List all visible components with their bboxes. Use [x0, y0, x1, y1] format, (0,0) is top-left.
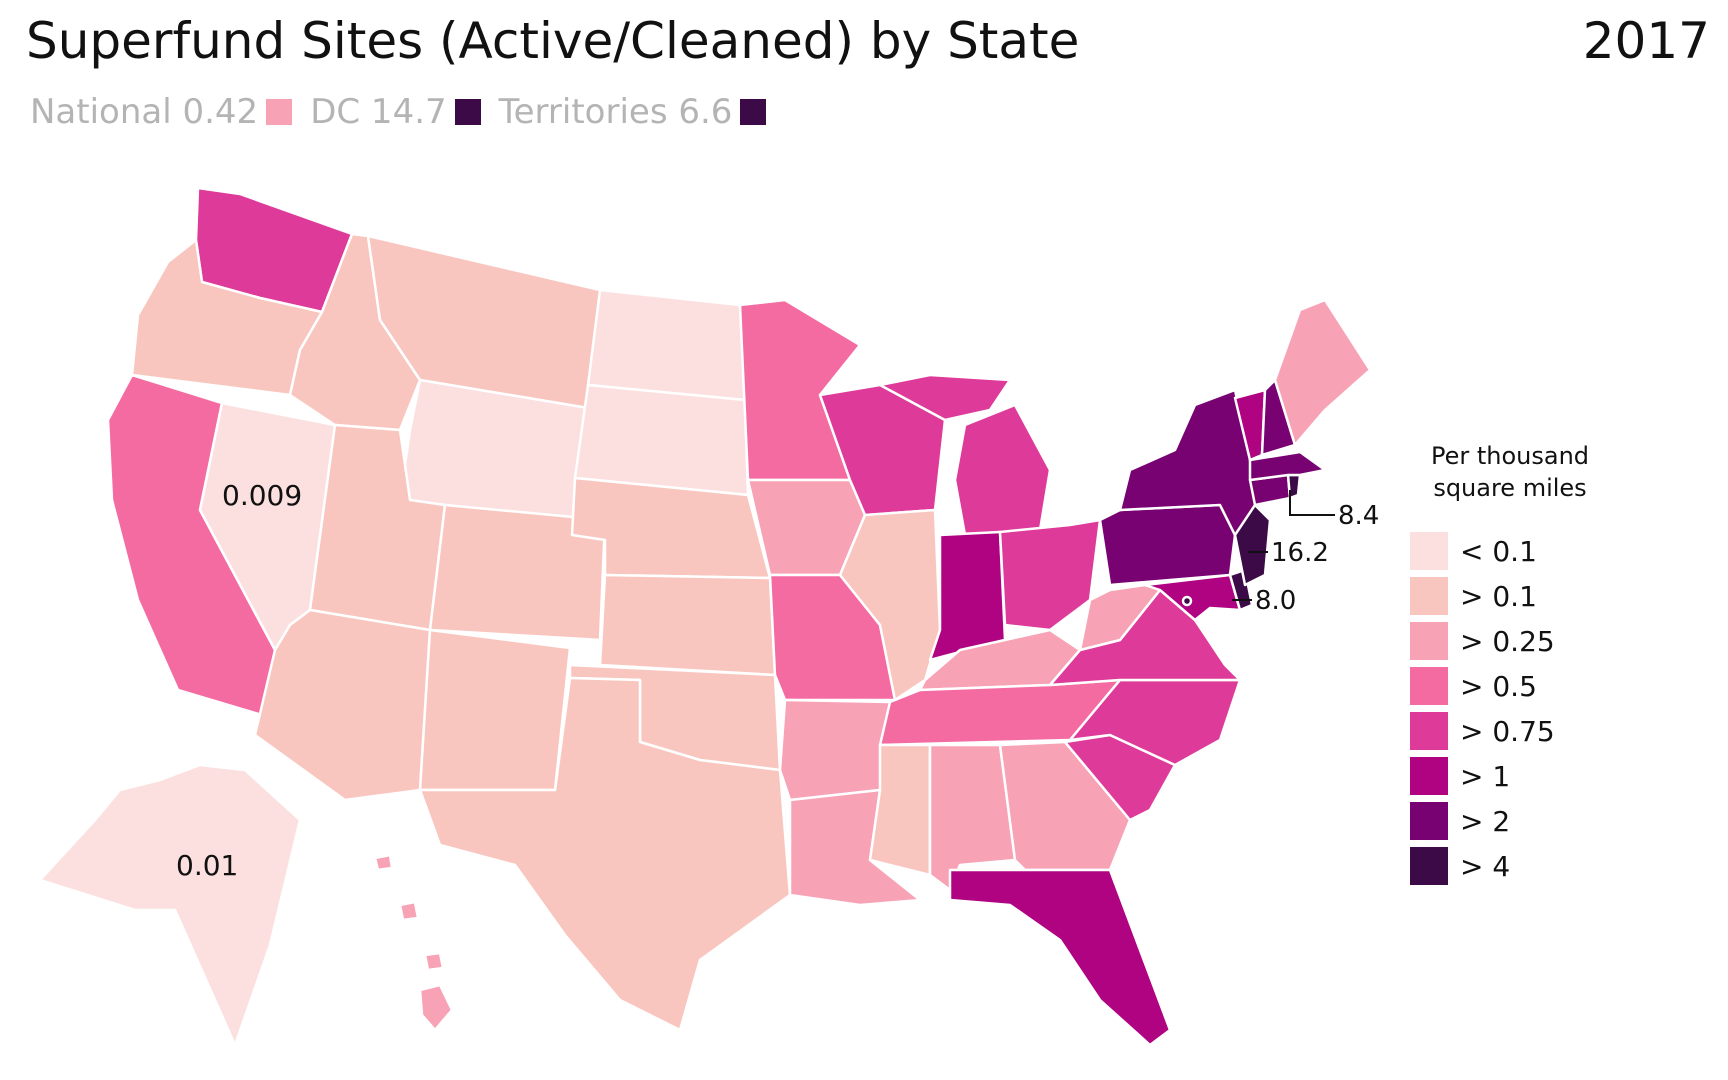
- alaska-value-label: 0.01: [176, 849, 238, 882]
- map-title: Superfund Sites (Active/Cleaned) by Stat…: [26, 12, 1080, 70]
- legend-label: > 1: [1460, 759, 1511, 793]
- state-new-mexico[interactable]: [418, 628, 572, 792]
- legend-label: < 0.1: [1460, 534, 1537, 568]
- legend-row: > 2: [1410, 799, 1610, 844]
- legend-swatch: [1410, 757, 1448, 796]
- summary-national-swatch: [266, 99, 293, 125]
- legend-row: > 0.25: [1410, 619, 1610, 664]
- legend-swatch: [1410, 622, 1448, 661]
- state-new-jersey[interactable]: [1233, 503, 1272, 587]
- state-massachusetts[interactable]: [1248, 450, 1327, 482]
- legend-row: > 0.1: [1410, 574, 1610, 619]
- legend-swatch: [1410, 532, 1448, 571]
- rhode-island-leader: [1289, 490, 1335, 516]
- state-hawaii-oahu[interactable]: [398, 900, 420, 922]
- legend-row: > 0.75: [1410, 709, 1610, 754]
- legend-row: > 4: [1410, 844, 1610, 889]
- legend-swatch: [1410, 847, 1448, 886]
- state-texas[interactable]: [418, 676, 792, 1032]
- legend-swatch: [1410, 667, 1448, 706]
- legend-swatch: [1410, 712, 1448, 751]
- new-jersey-value-label: 16.2: [1271, 538, 1329, 568]
- summary-territories-swatch: [740, 99, 767, 125]
- us-map: 0.009 0.01 8.4 16.2 8.0: [38, 186, 1379, 1047]
- state-michigan-upper[interactable]: [878, 373, 1012, 422]
- legend-row: > 0.5: [1410, 664, 1610, 709]
- state-hawaii-maui[interactable]: [423, 951, 445, 972]
- summary-dc: DC 14.7: [310, 92, 481, 132]
- summary-row: National 0.42 DC 14.7 Territories 6.6: [30, 92, 784, 132]
- legend-title-line2: square miles: [1433, 474, 1587, 503]
- state-ohio[interactable]: [998, 518, 1102, 632]
- summary-territories-label: Territories 6.6: [498, 92, 733, 132]
- state-indiana[interactable]: [928, 530, 1007, 662]
- delaware-value-label: 8.0: [1255, 586, 1296, 616]
- state-michigan-lower[interactable]: [953, 403, 1052, 537]
- legend-title-line1: Per thousand: [1430, 442, 1590, 470]
- state-hawaii-big[interactable]: [418, 983, 454, 1032]
- summary-national-label: National 0.42: [30, 92, 259, 132]
- summary-territories: Territories 6.6: [499, 92, 767, 132]
- rhode-island-value-label: 8.4: [1338, 501, 1379, 531]
- legend-title: Per thousand square miles: [1410, 440, 1610, 505]
- nevada-value-label: 0.009: [222, 479, 302, 512]
- state-north-dakota[interactable]: [586, 288, 747, 402]
- legend-label: > 4: [1460, 849, 1511, 883]
- legend-label: > 0.75: [1460, 714, 1555, 748]
- state-colorado[interactable]: [428, 503, 607, 642]
- legend: Per thousand square miles < 0.1 > 0.1 > …: [1410, 440, 1610, 889]
- legend-label: > 0.25: [1460, 624, 1555, 658]
- state-mississippi[interactable]: [868, 743, 932, 877]
- summary-dc-swatch: [454, 99, 481, 125]
- legend-label: > 2: [1460, 804, 1511, 838]
- state-maine[interactable]: [1273, 298, 1372, 447]
- state-south-dakota[interactable]: [573, 383, 750, 497]
- legend-label: > 0.1: [1460, 579, 1537, 613]
- legend-row: > 1: [1410, 754, 1610, 799]
- legend-swatch: [1410, 802, 1448, 841]
- state-florida[interactable]: [948, 868, 1172, 1047]
- legend-label: > 0.5: [1460, 669, 1537, 703]
- state-illinois[interactable]: [838, 508, 942, 702]
- state-arkansas[interactable]: [778, 698, 892, 802]
- state-hawaii-kauai[interactable]: [373, 853, 394, 872]
- district-of-columbia[interactable]: [1181, 595, 1193, 607]
- year-label: 2017: [1582, 12, 1710, 70]
- summary-dc-label: DC 14.7: [310, 92, 447, 132]
- summary-national: National 0.42: [30, 92, 293, 132]
- state-pennsylvania[interactable]: [1098, 503, 1237, 587]
- state-kansas[interactable]: [598, 573, 777, 677]
- legend-swatch: [1410, 577, 1448, 616]
- state-arizona[interactable]: [253, 608, 432, 802]
- legend-row: < 0.1: [1410, 529, 1610, 574]
- state-alaska[interactable]: [38, 763, 302, 1047]
